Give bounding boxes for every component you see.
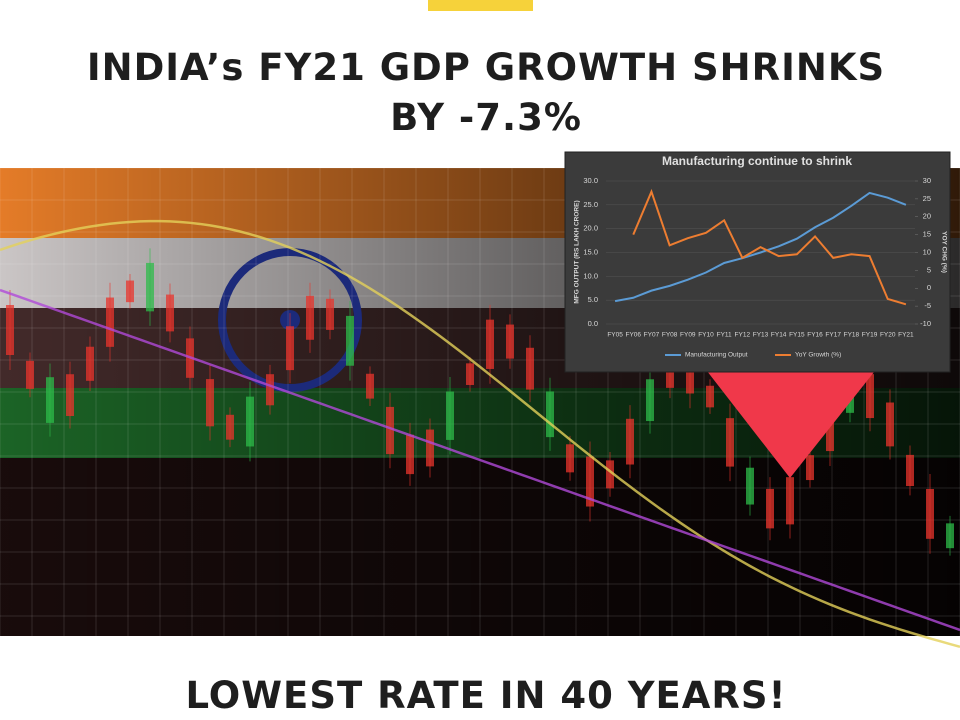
x-tick-label: FY15	[789, 332, 805, 339]
photo-candle	[466, 363, 474, 385]
photo-candle	[226, 414, 234, 440]
headline-1: INDIA’s FY21 GDP GROWTH SHRINKS	[87, 46, 885, 89]
y2-tick-label: 25	[923, 194, 931, 203]
y-tick-label: 30.0	[583, 176, 598, 185]
x-tick-label: FY19	[862, 332, 878, 339]
y2-tick-label: -5	[924, 301, 931, 310]
chart-panel	[564, 151, 951, 373]
photo-candle	[606, 460, 614, 489]
photo-candle	[566, 444, 574, 473]
x-tick-label: FY08	[662, 332, 678, 339]
x-tick-label: FY07	[644, 332, 660, 339]
photo-candle	[126, 280, 134, 303]
photo-candle	[786, 477, 794, 525]
photo-candle	[446, 391, 454, 440]
legend-label: YoY Growth (%)	[795, 352, 841, 359]
photo-candle	[326, 298, 334, 330]
photo-candle	[406, 434, 414, 475]
photo-candle	[86, 346, 94, 381]
photo-curve	[0, 288, 960, 632]
photo-candle	[546, 391, 554, 438]
x-tick-label: FY10	[698, 332, 714, 339]
photo-candle	[66, 374, 74, 416]
y2-tick-label: 30	[923, 176, 931, 185]
y-tick-label: 5.0	[588, 295, 598, 304]
photo-candle	[26, 360, 34, 389]
photo-candle	[366, 373, 374, 399]
x-tick-label: FY21	[898, 332, 914, 339]
series-line	[614, 191, 907, 303]
x-tick-label: FY05	[607, 332, 623, 339]
x-tick-label: FY12	[735, 332, 751, 339]
photo-candle	[6, 305, 14, 355]
photo-candle	[586, 456, 594, 507]
photo-candle	[706, 385, 714, 408]
photo-candle	[286, 326, 294, 371]
photo-candle	[746, 467, 754, 505]
photo-candle	[526, 347, 534, 390]
photo-candle	[246, 396, 254, 447]
photo-candle	[866, 374, 874, 419]
photo-candle	[206, 379, 214, 427]
y2-tick-label: 0	[927, 283, 931, 292]
photo-candle	[166, 294, 174, 332]
footer-text: LOWEST RATE IN 40 YEARS!	[186, 674, 787, 717]
y2-tick-label: 5	[927, 265, 931, 274]
x-tick-label: FY16	[807, 332, 823, 339]
photo-candle	[46, 377, 54, 423]
photo-candle	[946, 523, 954, 549]
photo-candle	[386, 406, 394, 455]
photo-candle	[646, 379, 654, 422]
photo-candle	[926, 488, 934, 539]
photo-candle	[806, 455, 814, 481]
photo-candle	[306, 295, 314, 340]
y-axis-label: MFG OUTPUT (RS LAKH CRORE)	[574, 200, 581, 303]
photo-candle	[146, 262, 154, 312]
y-tick-label: 15.0	[583, 247, 598, 256]
accent-bar	[428, 0, 533, 11]
x-tick-label: FY06	[625, 332, 641, 339]
y2-tick-label: 15	[923, 230, 931, 239]
x-tick-label: FY20	[880, 332, 896, 339]
photo-candle	[626, 418, 634, 465]
photo-candle	[886, 402, 894, 447]
photo-candle	[486, 319, 494, 369]
legend-label: Manufacturing Output	[685, 352, 748, 359]
photo-candle	[506, 324, 514, 359]
photo-curve	[0, 219, 960, 648]
y2-axis-label: YOY CHG (%)	[940, 231, 947, 273]
photo-candle	[266, 374, 274, 406]
y-tick-label: 20.0	[583, 224, 598, 233]
series-line	[632, 188, 907, 306]
photo-candle	[766, 488, 774, 529]
y-tick-label: 10.0	[583, 271, 598, 280]
x-tick-label: FY11	[717, 332, 732, 339]
y-tick-label: 0.0	[588, 319, 598, 328]
photo-candle	[426, 429, 434, 467]
x-tick-label: FY14	[771, 332, 787, 339]
y2-tick-label: 10	[923, 247, 931, 256]
photo-candle	[106, 297, 114, 347]
y2-tick-label: -10	[920, 319, 931, 328]
x-tick-label: FY09	[680, 332, 696, 339]
down-arrow	[700, 362, 882, 478]
x-tick-label: FY13	[753, 332, 769, 339]
y-tick-label: 25.0	[583, 200, 598, 209]
photo-candle	[906, 454, 914, 487]
x-tick-label: FY17	[825, 332, 841, 339]
x-tick-label: FY18	[844, 332, 860, 339]
y2-tick-label: 20	[923, 212, 931, 221]
photo-candle	[726, 418, 734, 467]
photo-candle	[346, 315, 354, 366]
headline-2: BY -7.3%	[390, 96, 582, 139]
chart-title: Manufacturing continue to shrink	[662, 154, 852, 168]
